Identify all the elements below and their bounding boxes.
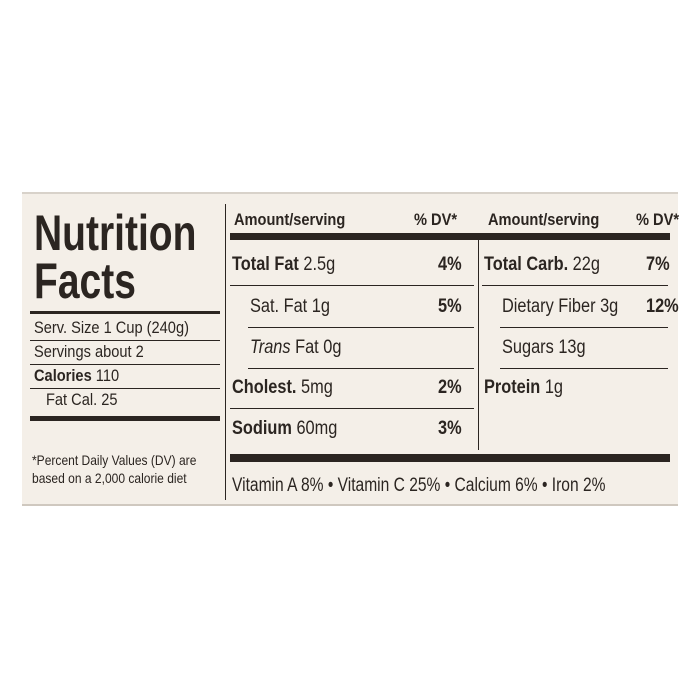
nutrient: Sugars 13g	[502, 337, 586, 359]
nutrient: Protein 1g	[484, 377, 563, 399]
nutrient-name: Fat	[295, 337, 319, 358]
nutrient: Cholest. 5mg	[232, 377, 333, 399]
calories-label: Calories	[34, 366, 92, 385]
nutrient-name: Total Fat	[232, 254, 299, 275]
rule	[230, 454, 670, 462]
nutrient: Trans Fat 0g	[250, 337, 341, 359]
title: Facts	[34, 253, 136, 309]
nutrient-name: Protein	[484, 377, 541, 398]
divider	[225, 204, 226, 500]
servings: Servings about 2	[34, 342, 144, 361]
nutrient: Total Fat 2.5g	[232, 254, 335, 276]
nutrient-name: Sugars	[502, 337, 554, 358]
header: % DV*	[414, 210, 458, 229]
header: % DV*	[636, 210, 680, 229]
header: Amount/serving	[234, 210, 346, 229]
rule	[30, 364, 220, 365]
rule	[30, 340, 220, 341]
nutrient-amount: 1g	[311, 296, 330, 317]
rule	[230, 233, 670, 240]
calories-value: 110	[95, 366, 120, 385]
vitamin: Vitamin A 8%	[232, 475, 324, 496]
nutrition-label: Nutrition Facts Serv. Size 1 Cup (240g) …	[22, 192, 680, 506]
vitamin: Iron 2%	[551, 475, 606, 496]
nutrient-name: Cholest.	[232, 377, 297, 398]
rule	[30, 388, 220, 389]
nutrient-name: Total Carb.	[484, 254, 569, 275]
nutrient-amount: 3g	[600, 296, 619, 317]
nutrient-amount: 13g	[558, 337, 586, 358]
nutrient: Sodium 60mg	[232, 418, 337, 440]
daily-value: 2%	[438, 377, 462, 398]
nutrient-amount: 60mg	[296, 418, 338, 439]
rule	[500, 368, 668, 369]
bullet: •	[323, 475, 338, 496]
calories: Calories 110	[34, 366, 119, 386]
bullet: •	[440, 475, 455, 496]
vitamin: Calcium 6%	[454, 475, 538, 496]
vitamin: Vitamin C 25%	[337, 475, 441, 496]
bullet: •	[537, 475, 552, 496]
serving-size: Serv. Size 1 Cup (240g)	[34, 318, 189, 337]
header: Amount/serving	[488, 210, 600, 229]
nutrient: Total Carb. 22g	[484, 254, 600, 276]
rule	[30, 416, 220, 421]
footnote: based on a 2,000 calorie diet	[32, 470, 187, 486]
nutrient-amount: 0g	[323, 337, 342, 358]
divider	[478, 240, 479, 450]
nutrient-amount: 22g	[572, 254, 600, 275]
rule	[482, 285, 668, 286]
fat-calories: Fat Cal. 25	[46, 390, 118, 409]
nutrient: Dietary Fiber 3g	[502, 296, 618, 318]
daily-value: 5%	[438, 296, 462, 317]
daily-value: 4%	[438, 254, 462, 275]
nutrient-amount: 2.5g	[303, 254, 336, 275]
nutrient-name: Sodium	[232, 418, 292, 439]
rule	[500, 327, 668, 328]
nutrient-name: Dietary Fiber	[502, 296, 596, 317]
nutrient-name: Sat. Fat	[250, 296, 308, 317]
footnote: *Percent Daily Values (DV) are	[32, 452, 197, 468]
rule	[248, 368, 474, 369]
rule	[30, 311, 220, 314]
daily-value: 12%	[646, 296, 679, 317]
nutrient: Sat. Fat 1g	[250, 296, 330, 318]
rule	[230, 408, 474, 409]
nutrient-name: Trans	[250, 337, 291, 358]
title: Nutrition	[34, 205, 197, 261]
daily-value: 7%	[646, 254, 670, 275]
nutrient-amount: 5mg	[301, 377, 333, 398]
rule	[230, 285, 474, 286]
vitamins: Vitamin A 8% • Vitamin C 25% • Calcium 6…	[232, 475, 605, 497]
daily-value: 3%	[438, 418, 462, 439]
nutrient-amount: 1g	[544, 377, 564, 398]
rule	[248, 327, 474, 328]
